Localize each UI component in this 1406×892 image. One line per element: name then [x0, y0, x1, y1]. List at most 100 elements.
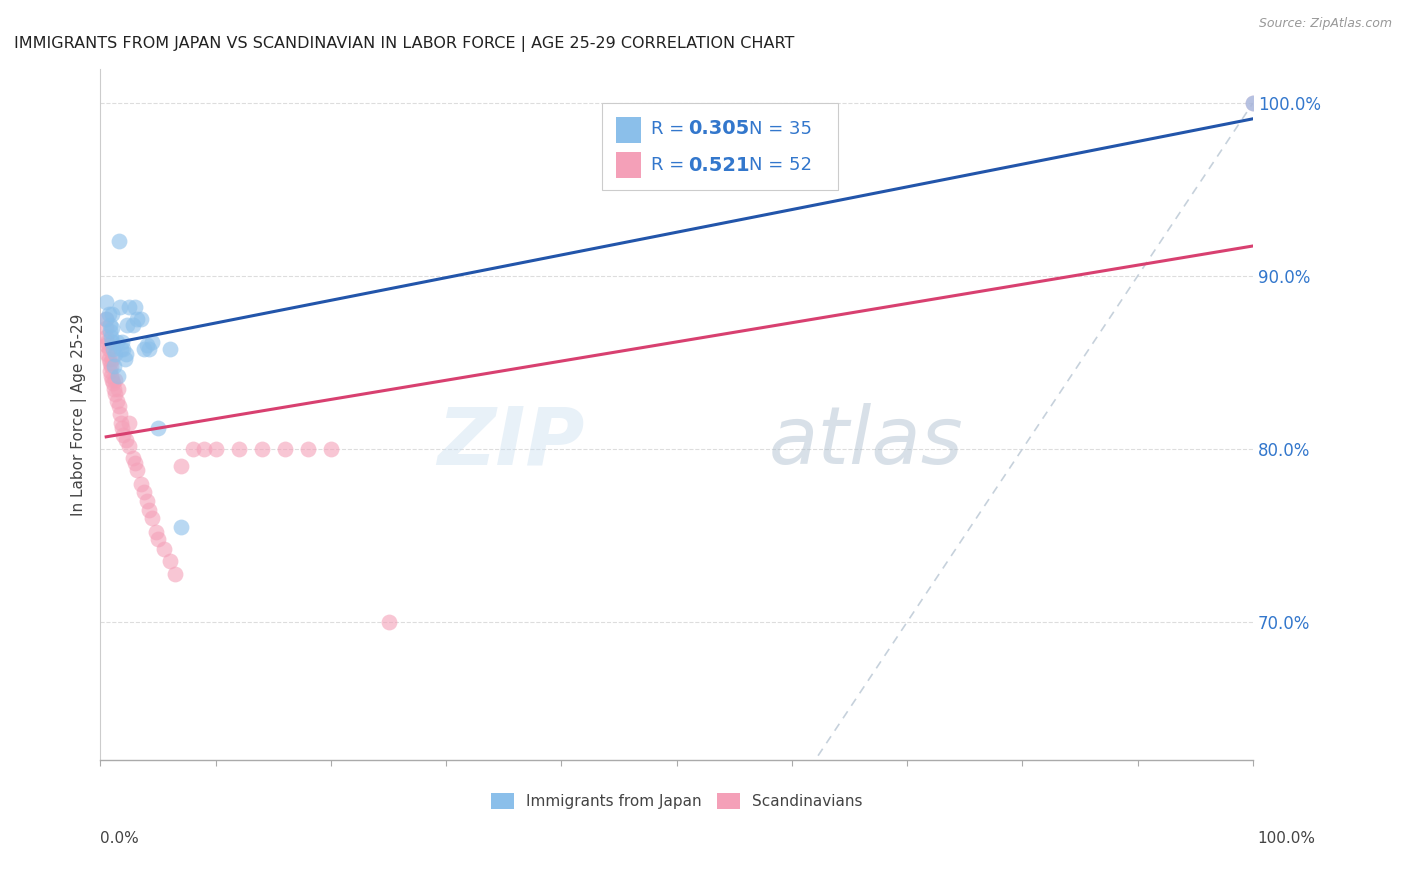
Point — [105, 334, 128, 349]
Point — [96, 338, 118, 352]
Point — [101, 307, 124, 321]
Point — [96, 312, 118, 326]
Point — [170, 520, 193, 534]
Point — [115, 318, 138, 332]
Text: ZIP: ZIP — [437, 403, 585, 481]
Point — [96, 334, 118, 349]
Point — [129, 476, 152, 491]
Text: R =: R = — [651, 120, 690, 137]
Point — [101, 334, 124, 349]
Point — [103, 382, 125, 396]
Point — [105, 393, 128, 408]
Point — [118, 300, 141, 314]
Text: IMMIGRANTS FROM JAPAN VS SCANDINAVIAN IN LABOR FORCE | AGE 25-29 CORRELATION CHA: IMMIGRANTS FROM JAPAN VS SCANDINAVIAN IN… — [14, 36, 794, 52]
Point — [101, 321, 124, 335]
Point — [111, 421, 134, 435]
Point — [124, 300, 146, 314]
Point — [181, 442, 204, 456]
Legend: Immigrants from Japan, Scandinavians: Immigrants from Japan, Scandinavians — [485, 787, 869, 815]
Point — [96, 329, 118, 343]
FancyBboxPatch shape — [616, 152, 641, 178]
Point — [108, 399, 131, 413]
Point — [145, 524, 167, 539]
Text: 100.0%: 100.0% — [1257, 831, 1316, 846]
Point — [118, 416, 141, 430]
Point — [135, 338, 157, 352]
Point — [297, 442, 319, 456]
Text: N = 35: N = 35 — [749, 120, 813, 137]
Point — [104, 386, 127, 401]
Point — [114, 434, 136, 448]
Point — [127, 312, 149, 326]
Point — [97, 307, 120, 321]
FancyBboxPatch shape — [616, 117, 641, 144]
Point — [108, 408, 131, 422]
Point — [112, 428, 135, 442]
Point — [165, 566, 187, 581]
Point — [112, 342, 135, 356]
Text: 0.0%: 0.0% — [100, 831, 139, 846]
Point — [118, 439, 141, 453]
Y-axis label: In Labor Force | Age 25-29: In Labor Force | Age 25-29 — [72, 313, 87, 516]
Text: 0.521: 0.521 — [688, 156, 749, 175]
Point — [138, 502, 160, 516]
Point — [134, 342, 156, 356]
Point — [96, 321, 118, 335]
Point — [101, 352, 124, 367]
Point — [193, 442, 215, 456]
Point — [141, 334, 163, 349]
Point — [98, 318, 121, 332]
FancyBboxPatch shape — [602, 103, 838, 190]
Point — [104, 347, 127, 361]
Point — [159, 342, 181, 356]
Point — [170, 459, 193, 474]
Point — [121, 450, 143, 465]
Point — [101, 342, 124, 356]
Point — [103, 359, 125, 373]
Point — [319, 442, 342, 456]
Point — [250, 442, 273, 456]
Point — [110, 416, 132, 430]
Point — [129, 312, 152, 326]
Point — [107, 369, 129, 384]
Point — [204, 442, 226, 456]
Point — [97, 352, 120, 367]
Point — [159, 554, 181, 568]
Point — [98, 364, 121, 378]
Point — [107, 382, 129, 396]
Point — [96, 312, 118, 326]
Point — [114, 347, 136, 361]
Point — [98, 355, 121, 369]
Point — [101, 376, 124, 391]
Point — [108, 300, 131, 314]
Point — [114, 352, 136, 367]
Point — [124, 456, 146, 470]
Point — [138, 342, 160, 356]
Text: R =: R = — [651, 156, 696, 174]
Point — [274, 442, 297, 456]
Point — [127, 463, 149, 477]
Point — [100, 329, 122, 343]
Point — [134, 485, 156, 500]
Point — [101, 373, 124, 387]
Point — [135, 494, 157, 508]
Point — [228, 442, 250, 456]
Point — [1241, 96, 1264, 111]
Text: atlas: atlas — [769, 403, 963, 481]
Text: N = 52: N = 52 — [749, 156, 813, 174]
Point — [97, 342, 120, 356]
Point — [108, 235, 131, 249]
Point — [98, 325, 121, 339]
Point — [104, 373, 127, 387]
Point — [96, 295, 118, 310]
Point — [100, 369, 122, 384]
Point — [96, 347, 118, 361]
Point — [110, 342, 132, 356]
Point — [1241, 96, 1264, 111]
Point — [111, 334, 134, 349]
Point — [100, 359, 122, 373]
Point — [153, 542, 176, 557]
Point — [121, 318, 143, 332]
Point — [377, 615, 399, 629]
Point — [146, 532, 169, 546]
